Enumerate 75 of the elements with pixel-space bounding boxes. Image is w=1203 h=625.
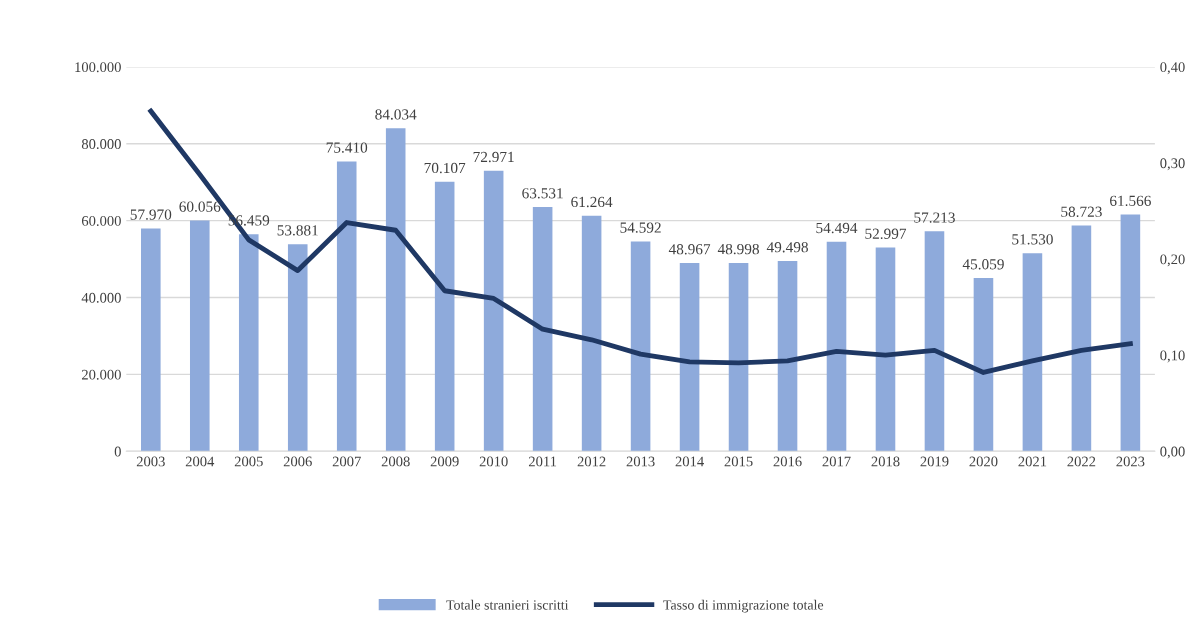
x-tick-label: 2018 bbox=[871, 456, 900, 467]
bar bbox=[483, 170, 504, 452]
y2-tick-label: 0,40 bbox=[1160, 62, 1185, 75]
bar bbox=[287, 244, 308, 452]
x-tick-label: 2009 bbox=[430, 456, 459, 467]
data-label: 61.566 bbox=[1110, 195, 1151, 207]
data-label: 60.056 bbox=[179, 201, 221, 212]
y-tick-label: 80.000 bbox=[81, 139, 121, 150]
bar bbox=[1071, 225, 1092, 452]
x-tick-label: 2016 bbox=[773, 456, 802, 467]
data-label: 48.967 bbox=[668, 244, 711, 255]
y-tick-label: 60.000 bbox=[81, 215, 121, 226]
x-tick-label: 2008 bbox=[381, 456, 410, 467]
data-label: 49.498 bbox=[766, 242, 808, 253]
y2-tick-label: 0,10 bbox=[1160, 350, 1185, 363]
data-label: 45.059 bbox=[962, 259, 1004, 270]
x-tick-label: 2005 bbox=[234, 456, 263, 467]
data-label: 57.213 bbox=[914, 212, 955, 223]
y-tick-label: 20.000 bbox=[81, 369, 121, 380]
data-label: 53.881 bbox=[277, 225, 318, 236]
legend-label: Totale stranieri iscritti bbox=[446, 599, 569, 610]
bar bbox=[679, 263, 700, 452]
y2-tick-label: 0,00 bbox=[1160, 446, 1185, 459]
bar bbox=[1120, 214, 1141, 452]
data-label: 54.592 bbox=[620, 222, 661, 233]
bar bbox=[973, 278, 994, 452]
x-tick-label: 2017 bbox=[822, 456, 851, 467]
x-tick-label: 2023 bbox=[1116, 456, 1145, 467]
x-tick-label: 2012 bbox=[577, 456, 606, 467]
bar bbox=[924, 231, 945, 452]
bar bbox=[777, 260, 798, 452]
data-label: 61.264 bbox=[571, 196, 613, 208]
bar bbox=[141, 228, 161, 452]
x-tick-label: 2022 bbox=[1067, 456, 1096, 467]
x-tick-label: 2020 bbox=[969, 456, 998, 467]
x-tick-label: 2010 bbox=[479, 456, 508, 467]
bar bbox=[385, 128, 406, 452]
bar bbox=[532, 207, 553, 452]
y-tick-label: 100.000 bbox=[75, 62, 121, 73]
bar bbox=[189, 220, 210, 452]
x-tick-label: 2014 bbox=[675, 456, 704, 467]
data-label: 52.997 bbox=[865, 228, 907, 239]
x-tick-label: 2006 bbox=[283, 456, 312, 467]
y2-tick-label: 0,20 bbox=[1160, 254, 1185, 267]
data-label: 51.530 bbox=[1012, 234, 1053, 245]
x-tick-label: 2021 bbox=[1018, 456, 1047, 467]
bar bbox=[1022, 253, 1043, 452]
y-tick-label: 40.000 bbox=[81, 292, 121, 303]
data-label: 48.998 bbox=[717, 243, 759, 255]
bar bbox=[630, 241, 651, 452]
data-label: 57.970 bbox=[130, 209, 172, 220]
legend-label: Tasso di immigrazione totale bbox=[663, 599, 824, 613]
x-tick-label: 2003 bbox=[136, 456, 165, 467]
bar bbox=[728, 262, 749, 452]
x-tick-label: 2015 bbox=[724, 456, 753, 467]
data-label: 72.971 bbox=[473, 151, 514, 163]
x-tick-label: 2011 bbox=[528, 456, 557, 467]
data-label: 70.107 bbox=[424, 162, 466, 174]
bar bbox=[434, 181, 455, 452]
bar bbox=[238, 234, 259, 452]
data-label: 54.494 bbox=[816, 222, 858, 234]
x-tick-label: 2013 bbox=[626, 456, 655, 467]
x-tick-label: 2004 bbox=[185, 456, 215, 467]
bar bbox=[581, 215, 602, 452]
data-label: 84.034 bbox=[375, 109, 417, 120]
data-label: 63.531 bbox=[522, 188, 563, 199]
x-tick-label: 2007 bbox=[332, 456, 361, 467]
bar bbox=[336, 161, 357, 452]
x-tick-label: 2019 bbox=[920, 456, 949, 467]
data-label: 75.410 bbox=[326, 142, 368, 153]
y-tick-label: 0 bbox=[114, 446, 121, 457]
y2-tick-label: 0,30 bbox=[1160, 158, 1185, 171]
bar bbox=[875, 247, 896, 452]
data-label: 58.723 bbox=[1061, 206, 1102, 217]
bar bbox=[826, 241, 847, 452]
